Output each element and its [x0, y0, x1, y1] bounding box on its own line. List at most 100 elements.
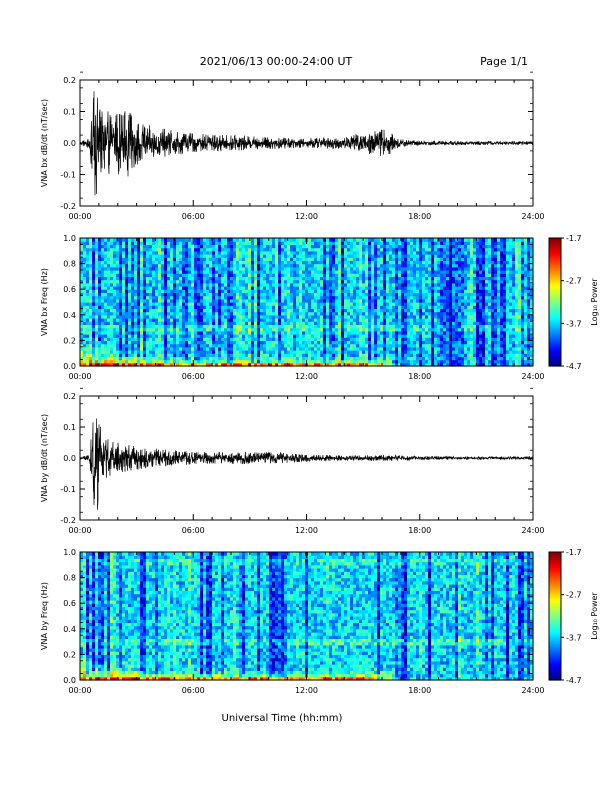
heatmap-cell — [431, 263, 435, 268]
heatmap-cell — [428, 337, 432, 341]
heatmap-cell — [422, 353, 426, 357]
heatmap-cell — [386, 337, 390, 341]
heatmap-cell — [107, 356, 111, 361]
heatmap-cell — [140, 311, 144, 316]
heatmap-cell — [416, 305, 420, 309]
heatmap-cell — [398, 305, 402, 309]
heatmap-cell — [416, 353, 420, 357]
heatmap-cell — [290, 270, 294, 274]
heatmap-cell — [299, 295, 303, 300]
heatmap-cell — [254, 263, 258, 268]
heatmap-cell — [281, 276, 285, 281]
heatmap-cell — [242, 250, 246, 255]
heatmap-cell — [443, 330, 447, 335]
heatmap-cell — [380, 350, 384, 354]
heatmap-cell — [269, 247, 273, 252]
heatmap-cell — [203, 263, 207, 268]
heatmap-cell — [422, 346, 426, 351]
heatmap-cell — [416, 250, 420, 255]
heatmap-cell — [269, 282, 273, 287]
heatmap-cell — [257, 247, 261, 252]
heatmap-cell — [389, 327, 393, 332]
heatmap-cell — [443, 238, 447, 242]
heatmap-cell — [227, 244, 231, 249]
heatmap-cell — [329, 241, 333, 245]
heatmap-cell — [89, 276, 93, 281]
heatmap-cell — [206, 343, 210, 348]
heatmap-cell — [158, 298, 162, 303]
heatmap-cell — [422, 321, 426, 325]
heatmap-cell — [194, 314, 198, 319]
heatmap-cell — [230, 353, 234, 357]
heatmap-cell — [347, 327, 351, 332]
heatmap-cell — [164, 362, 168, 367]
heatmap-cell — [281, 257, 285, 261]
heatmap-cell — [431, 327, 435, 332]
heatmap-cell — [269, 321, 273, 325]
heatmap-cell — [173, 276, 177, 281]
heatmap-cell — [338, 346, 342, 351]
heatmap-cell — [119, 311, 123, 316]
heatmap-cell — [233, 270, 237, 274]
heatmap-cell — [242, 282, 246, 287]
heatmap-cell — [215, 356, 219, 361]
heatmap-cell — [89, 353, 93, 357]
heatmap-cell — [155, 289, 159, 293]
heatmap-cell — [215, 311, 219, 316]
heatmap-cell — [323, 266, 327, 271]
heatmap-cell — [134, 337, 138, 341]
heatmap-cell — [98, 343, 102, 348]
heatmap-cell — [134, 244, 138, 249]
heatmap-cell — [311, 289, 315, 293]
heatmap-cell — [398, 247, 402, 252]
heatmap-cell — [326, 257, 330, 261]
heatmap-cell — [284, 362, 288, 367]
heatmap-cell — [209, 241, 213, 245]
heatmap-cell — [404, 250, 408, 255]
heatmap-cell — [107, 334, 111, 338]
heatmap-cell — [140, 273, 144, 277]
heatmap-cell — [113, 298, 117, 303]
heatmap-cell — [251, 295, 255, 300]
heatmap-cell — [302, 302, 306, 306]
heatmap-cell — [119, 292, 123, 297]
heatmap-cell — [101, 324, 105, 329]
heatmap-cell — [197, 279, 201, 284]
heatmap-cell — [248, 247, 252, 252]
heatmap-cell — [404, 314, 408, 319]
heatmap-cell — [296, 318, 300, 322]
heatmap-cell — [323, 318, 327, 322]
heatmap-cell — [95, 359, 99, 364]
heatmap-cell — [167, 346, 171, 351]
heatmap-cell — [362, 260, 366, 265]
heatmap-cell — [92, 266, 96, 271]
heatmap-cell — [161, 270, 165, 274]
heatmap-cell — [392, 330, 396, 335]
heatmap-cell — [215, 276, 219, 281]
heatmap-cell — [218, 260, 222, 265]
heatmap-cell — [176, 295, 180, 300]
heatmap-cell — [251, 254, 255, 258]
heatmap-cell — [146, 295, 150, 300]
heatmap-cell — [242, 302, 246, 306]
heatmap-cell — [125, 257, 129, 261]
heatmap-cell — [419, 250, 423, 255]
heatmap-cell — [98, 356, 102, 361]
heatmap-cell — [311, 311, 315, 316]
heatmap-cell — [386, 276, 390, 281]
heatmap-cell — [410, 238, 414, 242]
heatmap-cell — [107, 273, 111, 277]
heatmap-cell — [380, 270, 384, 274]
heatmap-cell — [275, 350, 279, 354]
heatmap-cell — [137, 356, 141, 361]
heatmap-cell — [215, 343, 219, 348]
heatmap-cell — [383, 359, 387, 364]
heatmap-cell — [443, 311, 447, 316]
heatmap-cell — [110, 311, 114, 316]
heatmap-cell — [164, 266, 168, 271]
heatmap-cell — [197, 302, 201, 306]
heatmap-cell — [248, 350, 252, 354]
heatmap-cell — [173, 353, 177, 357]
heatmap-cell — [362, 302, 366, 306]
heatmap-cell — [236, 298, 240, 303]
